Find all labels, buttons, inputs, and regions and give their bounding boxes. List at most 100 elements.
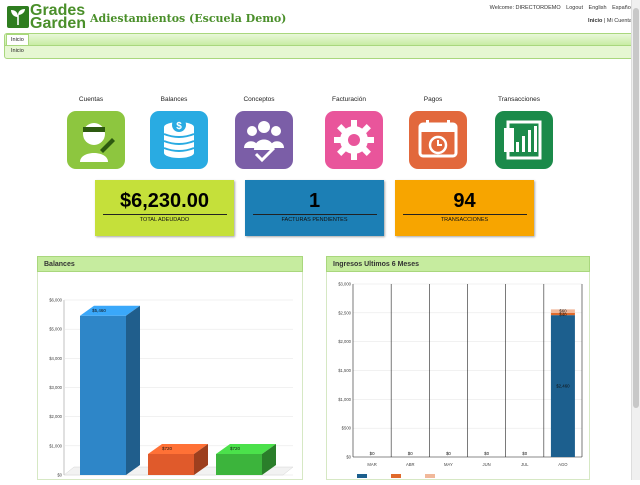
module-tile-pagos[interactable] — [409, 111, 467, 169]
module-tile-transacciones[interactable] — [495, 111, 553, 169]
stat-label: TOTAL ADEUDADO — [139, 217, 190, 223]
ingresos-panel: $0 $500 $1,000 $1,500 $2,000 $2,500 $3,000 MAR $… — [326, 272, 590, 480]
legend-swatch — [391, 474, 401, 478]
coins-icon: $ — [163, 118, 195, 158]
bar-side — [126, 305, 140, 475]
y-tick-label: $4,000 — [49, 356, 62, 361]
logo-line1: Grades — [30, 2, 86, 19]
stat-divider — [252, 214, 377, 215]
ingresos-panel-header: Ingresos Ultimos 6 Meses — [326, 256, 590, 272]
chart-icon — [504, 120, 542, 160]
x-tick-label: ABR — [406, 462, 415, 467]
stat-value: 94 — [453, 190, 476, 212]
y-tick-label: $1,000 — [338, 397, 351, 402]
segment-value-label: $2,460 — [556, 384, 570, 389]
stat-divider — [102, 214, 227, 215]
module-tile-cuentas[interactable] — [67, 111, 125, 169]
gear-icon — [334, 120, 374, 160]
segment-value-label: $0 — [370, 451, 375, 456]
y-tick-label: $3,000 — [49, 385, 62, 390]
lang-english-link[interactable]: English — [588, 5, 607, 11]
lang-spanish-link[interactable]: Español — [612, 5, 632, 11]
module-label-balances[interactable]: Balances — [160, 96, 188, 103]
logout-link[interactable]: Logout — [566, 5, 583, 11]
y-tick-label: $2,000 — [338, 339, 351, 344]
x-tick-label: MAY — [444, 462, 453, 467]
logo-text: Grades Garden — [30, 2, 87, 32]
top-links: Welcome: DIRECTORDEMO Logout English Esp… — [486, 5, 632, 11]
segment-value-label: $0 — [408, 451, 413, 456]
user-nav: Inicio | Mi Cuenta — [588, 18, 632, 24]
segment-value-label: $0 — [484, 451, 489, 456]
bar-top — [216, 444, 276, 454]
module-tile-balances[interactable]: $ — [150, 111, 208, 169]
bar-value-label: $720 — [162, 446, 173, 451]
stat-value: $6,230.00 — [120, 190, 209, 212]
balances-panel: $0 $1,000 $2,000 $3,000 $4,000 $5,000 $6,000 $5… — [37, 272, 303, 480]
bar-value-label: $5,460 — [92, 308, 106, 313]
x-tick-label: JUN — [483, 462, 491, 467]
y-tick-label: $1,000 — [49, 443, 62, 448]
bar — [80, 315, 126, 475]
y-tick-label: $2,000 — [49, 414, 62, 419]
module-tile-conceptos[interactable] — [235, 111, 293, 169]
x-tick-label: MAR — [367, 462, 376, 467]
module-label-cuentas[interactable]: Cuentas — [78, 96, 104, 103]
segment-value-label: $60 — [559, 308, 567, 313]
bar — [148, 454, 194, 475]
y-tick-label: $2,500 — [338, 310, 351, 315]
nav-inicio-link[interactable]: Inicio — [588, 18, 603, 24]
stat-card-1[interactable]: 1 FACTURAS PENDIENTES — [245, 180, 384, 236]
ingresos-panel-title: Ingresos Ultimos 6 Meses — [333, 261, 419, 268]
stat-divider — [402, 214, 527, 215]
bar-top — [148, 444, 208, 454]
nav-account-link[interactable]: Mi Cuenta — [606, 18, 632, 24]
y-tick-label: $1,500 — [338, 368, 351, 373]
module-label-pagos[interactable]: Pagos — [423, 96, 443, 103]
stack-segment — [550, 315, 575, 457]
bar — [216, 454, 262, 475]
segment-value-label: $0 — [522, 451, 527, 456]
calendar-clock-icon — [418, 120, 458, 158]
y-tick-label: $0 — [346, 455, 351, 460]
module-tile-facturacin[interactable] — [325, 111, 383, 169]
nav-separator: | — [603, 18, 606, 24]
legend-swatch — [425, 474, 435, 478]
welcome-text: Welcome: DIRECTORDEMO — [489, 5, 561, 11]
bar-side — [194, 444, 208, 475]
balances-chart: $0 $1,000 $2,000 $3,000 $4,000 $5,000 $6,000 $5… — [49, 298, 294, 478]
stat-card-0[interactable]: $6,230.00 TOTAL ADEUDADO — [95, 180, 234, 236]
y-tick-label: $6,000 — [49, 298, 62, 303]
y-tick-label: $5,000 — [49, 327, 62, 332]
stat-value: 1 — [308, 190, 321, 212]
segment-value-label: $40 — [559, 312, 567, 317]
logo-line2: Garden — [30, 15, 87, 32]
x-tick-label: AGO — [558, 462, 568, 467]
student-icon — [80, 123, 115, 162]
y-tick-label: $500 — [342, 426, 352, 431]
tab-inicio[interactable]: Inicio — [6, 34, 29, 45]
breadcrumb-item[interactable]: Inicio — [11, 48, 24, 54]
svg-text:$: $ — [176, 121, 182, 132]
stack-segment — [550, 312, 575, 316]
page-scrollbar-thumb[interactable] — [633, 8, 639, 408]
app-title: Adiestamientos (Escuela Demo) — [90, 12, 287, 25]
legend-swatch — [357, 474, 367, 478]
group-check-icon — [244, 121, 284, 163]
logo-leaf-icon — [7, 6, 29, 28]
breadcrumb — [4, 45, 638, 59]
balances-panel-header: Balances — [37, 256, 303, 272]
bar-value-label: $720 — [230, 446, 241, 451]
balances-panel-title: Balances — [44, 261, 75, 268]
segment-value-label: $0 — [446, 451, 451, 456]
stat-card-2[interactable]: 94 TRANSACCIONES — [395, 180, 534, 236]
module-label-transacciones[interactable]: Transacciones — [497, 96, 541, 103]
stat-label: FACTURAS PENDIENTES — [281, 217, 348, 223]
stat-label: TRANSACCIONES — [440, 217, 489, 223]
module-label-conceptos[interactable]: Conceptos — [243, 96, 275, 103]
y-tick-label: $0 — [57, 473, 62, 478]
stack-segment — [550, 309, 575, 313]
y-tick-label: $3,000 — [338, 282, 351, 287]
bar-side — [262, 444, 276, 475]
module-label-facturacin[interactable]: Facturación — [332, 96, 366, 103]
